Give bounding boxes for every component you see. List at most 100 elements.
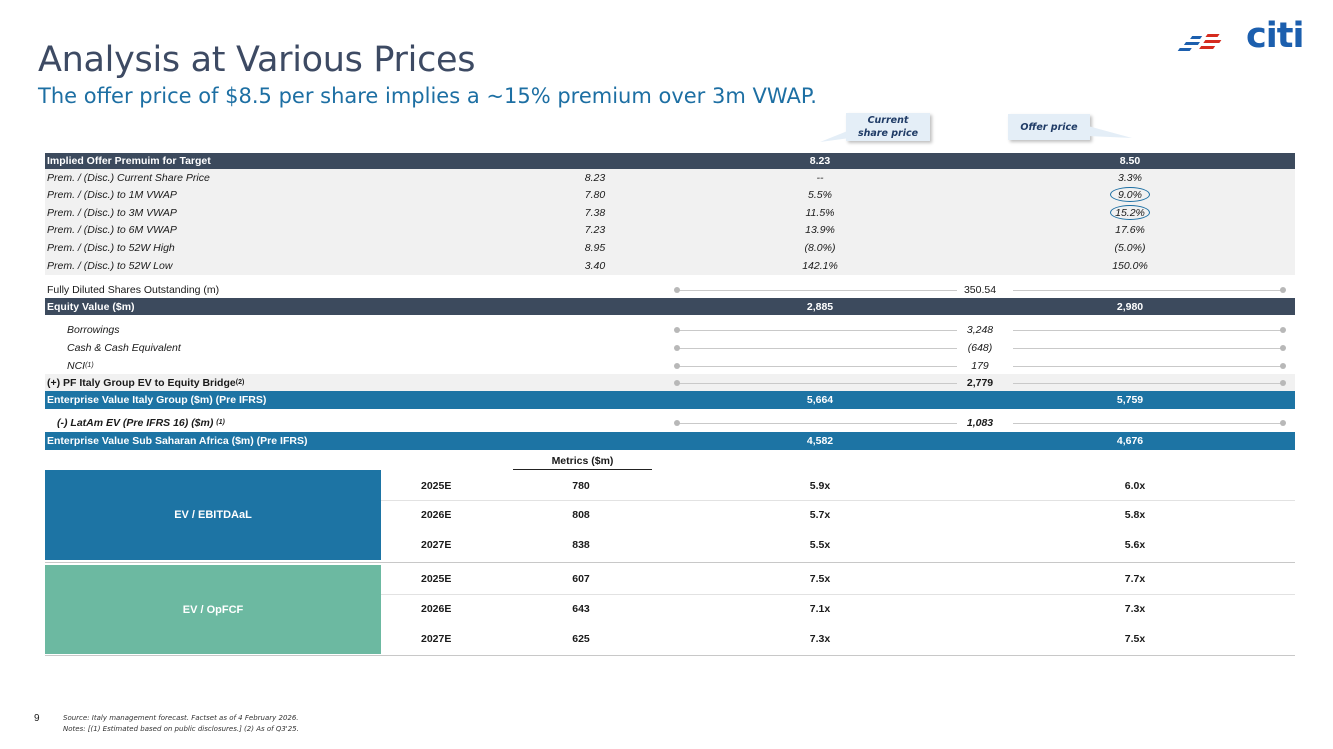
callout-current-line1: Current <box>867 115 909 126</box>
ev-ssa-current: 4,582 <box>806 435 834 447</box>
footnotes: Notes: [(1) Estimated based on public di… <box>63 725 299 733</box>
row-offer-premium: 17.6% <box>1115 224 1145 236</box>
row-offer-multiple: 7.3x <box>1124 603 1146 615</box>
cash-value: (648) <box>967 341 993 354</box>
equity-value-offer: 2,980 <box>1116 300 1144 313</box>
row-offer-multiple: 7.7x <box>1124 573 1146 585</box>
row-label: Prem. / (Disc.) to 1M VWAP <box>47 189 177 201</box>
page-title: Analysis at Various Prices <box>38 40 476 80</box>
table-row: Prem. / (Disc.) to 1M VWAP 7.80 5.5% 9.0… <box>45 186 1295 204</box>
premium-header-label: Implied Offer Premuim for Target <box>47 155 211 167</box>
offer-price-callout: Offer price <box>1008 114 1090 140</box>
premium-rows: Prem. / (Disc.) Current Share Price 8.23… <box>45 169 1295 275</box>
citi-arc-icon <box>1177 34 1222 51</box>
row-year: 2025E <box>421 573 452 585</box>
row-current-premium: -- <box>816 171 824 184</box>
ev-italy-row: Enterprise Value Italy Group ($m) (Pre I… <box>45 391 1295 409</box>
row-label: Prem. / (Disc.) to 52W High <box>47 242 175 254</box>
row-ref-price: 7.23 <box>584 224 606 236</box>
row-offer-multiple: 6.0x <box>1124 480 1146 492</box>
highlight-circle <box>1110 205 1150 220</box>
latam-value: 1,083 <box>966 416 994 429</box>
row-year: 2027E <box>421 633 452 645</box>
current-callout-pointer-icon <box>820 130 850 142</box>
ev-ssa-row: Enterprise Value Sub Saharan Africa ($m)… <box>45 432 1295 450</box>
ev-ssa-label: Enterprise Value Sub Saharan Africa ($m)… <box>47 435 308 447</box>
premium-header-offer: 8.50 <box>1119 155 1141 167</box>
metrics-header: Metrics ($m) <box>513 455 652 470</box>
borrowings-row: Borrowings 3,248 <box>45 321 1295 338</box>
row-metric: 808 <box>572 509 590 521</box>
row-metric: 625 <box>572 633 590 645</box>
equity-value-label: Equity Value ($m) <box>47 300 135 313</box>
bridge-label: (+) PF Italy Group EV to Equity Bridge (2… <box>47 376 245 389</box>
borrowings-label: Borrowings <box>67 323 120 336</box>
row-current-premium: 11.5% <box>805 206 835 219</box>
table-row: Prem. / (Disc.) to 52W Low 3.40 142.1% 1… <box>45 257 1295 275</box>
row-current-premium: (8.0%) <box>804 242 836 254</box>
citi-logo: citi <box>1176 16 1304 60</box>
nci-value: 179 <box>971 359 989 372</box>
row-current-multiple: 7.3x <box>809 633 831 645</box>
row-metric: 780 <box>572 480 590 492</box>
row-current-multiple: 7.5x <box>809 573 831 585</box>
cash-row: Cash & Cash Equivalent (648) <box>45 339 1295 356</box>
row-ref-price: 8.23 <box>584 171 606 184</box>
nci-label: NCI (1) <box>67 359 94 372</box>
ev-ssa-offer: 4,676 <box>1116 435 1144 447</box>
row-offer-multiple: 5.8x <box>1124 509 1146 521</box>
page-number: 9 <box>34 713 40 724</box>
row-offer-multiple: 5.6x <box>1124 539 1146 551</box>
row-label: Prem. / (Disc.) to 6M VWAP <box>47 224 177 236</box>
premium-header-current: 8.23 <box>809 155 831 167</box>
row-year: 2026E <box>421 603 452 615</box>
equity-value-row: Equity Value ($m) 2,885 2,980 <box>45 298 1295 315</box>
current-share-price-callout: Current share price <box>846 113 930 141</box>
ev-italy-offer: 5,759 <box>1116 394 1144 406</box>
table-row: 2025E 607 7.5x 7.7x <box>381 565 1295 593</box>
table-row: 2027E 625 7.3x 7.5x <box>381 625 1295 653</box>
fdso-label: Fully Diluted Shares Outstanding (m) <box>47 283 220 296</box>
row-ref-price: 7.38 <box>584 206 606 219</box>
citi-logo-text: citi <box>1246 16 1304 56</box>
callout-current-line2: share price <box>857 128 919 139</box>
table-row: Prem. / (Disc.) to 6M VWAP 7.23 13.9% 17… <box>45 221 1295 239</box>
row-metric: 643 <box>572 603 590 615</box>
row-label: Prem. / (Disc.) to 52W Low <box>47 260 173 272</box>
row-metric: 607 <box>572 573 590 585</box>
bridge-row: (+) PF Italy Group EV to Equity Bridge (2… <box>45 374 1295 391</box>
row-current-premium: 142.1% <box>802 260 838 272</box>
equity-value-current: 2,885 <box>806 300 834 313</box>
table-row: 2025E 780 5.9x 6.0x <box>381 472 1295 500</box>
table-row: 2026E 643 7.1x 7.3x <box>381 595 1295 623</box>
page-subtitle: The offer price of $8.5 per share implie… <box>38 84 817 108</box>
row-current-multiple: 7.1x <box>809 603 831 615</box>
ev-italy-current: 5,664 <box>806 394 834 406</box>
row-metric: 838 <box>572 539 590 551</box>
latam-label: (-) LatAm EV (Pre IFRS 16) ($m) (1) <box>57 416 225 429</box>
ev-ebitdaal-block: EV / EBITDAaL <box>45 470 381 560</box>
row-year: 2025E <box>421 480 452 492</box>
row-current-multiple: 5.5x <box>809 539 831 551</box>
table-row: 2027E 838 5.5x 5.6x <box>381 531 1295 559</box>
row-offer-premium: 3.3% <box>1118 171 1142 184</box>
ev-italy-label: Enterprise Value Italy Group ($m) (Pre I… <box>47 394 267 406</box>
row-current-multiple: 5.7x <box>809 509 831 521</box>
fdso-value: 350.54 <box>963 283 997 296</box>
offer-callout-pointer-icon <box>1088 126 1132 138</box>
row-offer-premium: (5.0%) <box>1114 242 1146 254</box>
row-ref-price: 3.40 <box>584 260 606 272</box>
table-row: Prem. / (Disc.) Current Share Price 8.23… <box>45 169 1295 186</box>
highlight-circle <box>1110 187 1150 202</box>
row-ref-price: 7.80 <box>584 189 606 201</box>
table-row: Prem. / (Disc.) to 3M VWAP 7.38 11.5% 15… <box>45 204 1295 221</box>
bridge-value: 2,779 <box>966 376 994 389</box>
row-current-multiple: 5.9x <box>809 480 831 492</box>
table-row: Prem. / (Disc.) to 52W High 8.95 (8.0%) … <box>45 239 1295 257</box>
premium-table-header: Implied Offer Premuim for Target 8.23 8.… <box>45 153 1295 169</box>
row-current-premium: 13.9% <box>805 224 835 236</box>
source-note: Source: Italy management forecast. Facts… <box>63 714 299 722</box>
table-row: 2026E 808 5.7x 5.8x <box>381 501 1295 529</box>
latam-row: (-) LatAm EV (Pre IFRS 16) ($m) (1) 1,08… <box>45 414 1295 431</box>
nci-row: NCI (1) 179 <box>45 357 1295 374</box>
